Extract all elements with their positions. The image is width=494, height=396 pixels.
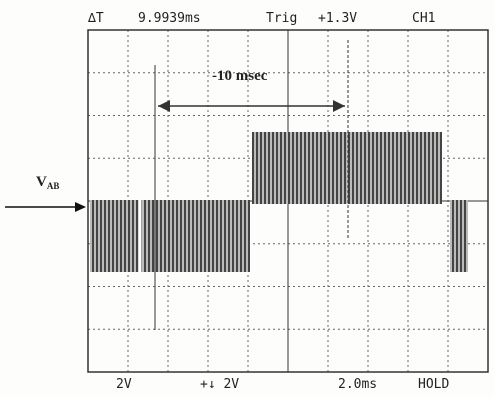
delta-value: 9.9939ms (138, 11, 201, 26)
signal-subscript: AB (47, 181, 60, 191)
scope-display: ∆T 9.9939ms Trig +1.3V CH1 -10 msec VAB … (0, 0, 494, 396)
input-arrow-head (75, 202, 86, 212)
trig-level: +1.3V (318, 11, 357, 26)
waveform-low (90, 200, 250, 272)
trig-label: Trig (266, 11, 297, 26)
mode: HOLD (418, 377, 449, 392)
waveform-low-end (450, 200, 468, 272)
signal-name: V (36, 174, 47, 190)
channel: CH1 (412, 11, 435, 26)
delta-label: ∆T (87, 11, 104, 26)
waveform-high (252, 132, 442, 204)
signal-label: VAB (36, 174, 59, 191)
ch1-scale: 2V (116, 377, 132, 392)
ch2-scale: +↓ 2V (200, 377, 239, 392)
time-scale: 2.0ms (338, 377, 377, 392)
interval-label: -10 msec (212, 68, 268, 84)
scope-screenshot: ∆T 9.9939ms Trig +1.3V CH1 -10 msec VAB … (0, 0, 494, 396)
